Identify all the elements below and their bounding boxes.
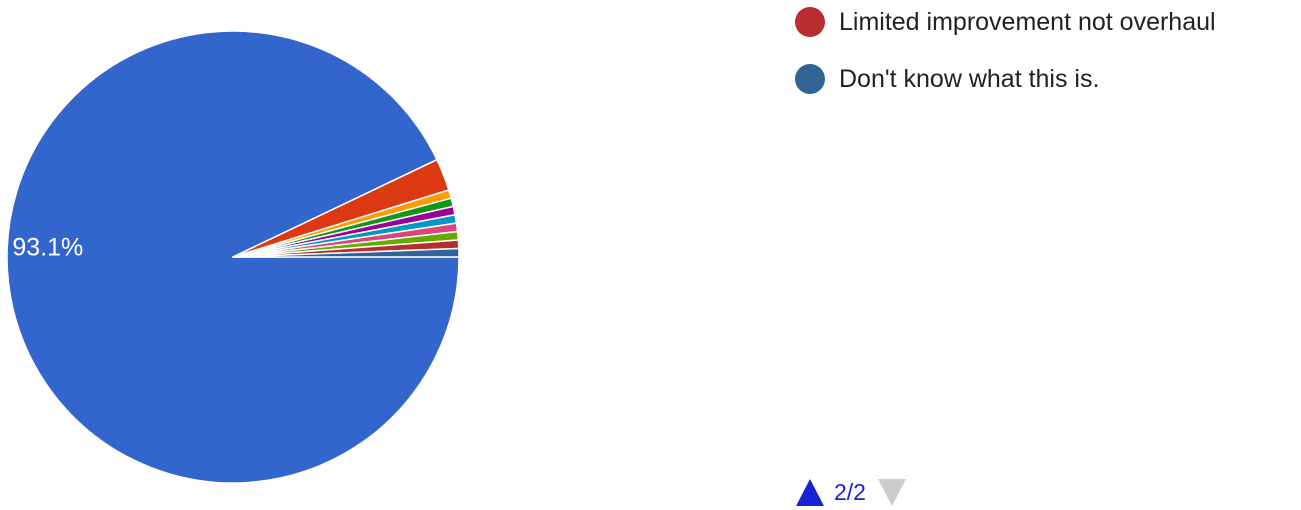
legend-pager: 2/2: [796, 474, 906, 510]
legend-label: Don't know what this is.: [839, 64, 1100, 93]
pie-slice-label: 93.1%: [12, 234, 83, 262]
legend-dot-icon: [795, 64, 825, 94]
pager-down-arrow-icon: [877, 478, 906, 506]
legend-item-limited-improvement[interactable]: Limited improvement not overhaul: [795, 4, 1295, 40]
legend-dot-icon: [795, 7, 825, 37]
legend-item-dont-know[interactable]: Don't know what this is.: [795, 61, 1295, 97]
pager-page-indicator: 2/2: [834, 478, 866, 505]
pie-chart: 93.1%: [6, 30, 460, 484]
legend-label: Limited improvement not overhaul: [839, 7, 1216, 36]
pager-up-arrow-icon[interactable]: [796, 478, 824, 506]
pie-slice[interactable]: [232, 247, 460, 258]
legend: Limited improvement not overhaul Don't k…: [795, 4, 1295, 118]
